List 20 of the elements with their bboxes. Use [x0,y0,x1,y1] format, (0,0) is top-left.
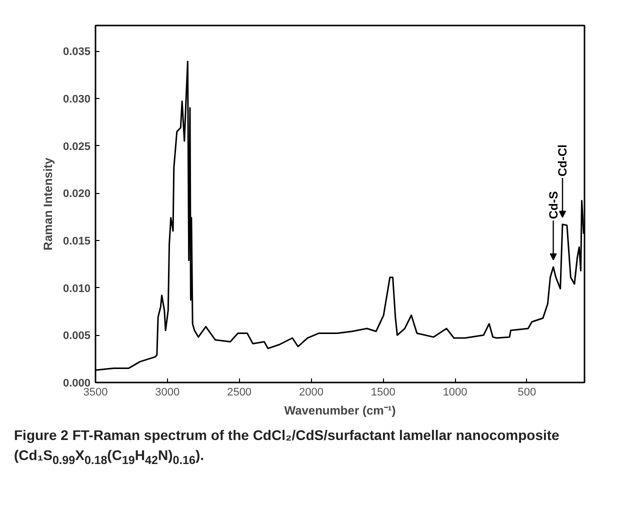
x-axis-title: Wavenumber (cm⁻¹) [284,404,396,418]
x-tick-label: 3500 [83,386,108,398]
annotation: Cd-S [546,191,560,220]
text: Figure 2 FT-Raman spectrum of the CdCl₂/CdS/surfactant lamellar nanocomposite (Cd₁S$_{0.99}$X$_{0.18}$(C$_{19}$H$_{42}$N)$_{0.16}$). [14,427,560,468]
y-tick-label: 0.020 [62,188,91,200]
y-tick-label: 0.035 [62,46,91,58]
x-tick-label: 1500 [370,386,396,398]
x-tick-label: 3000 [155,386,180,398]
y-tick-label: 0.030 [62,93,91,106]
x-tick-label: 500 [518,386,536,398]
y-tick-label: 0.015 [62,235,91,248]
y-tick-label: 0.010 [62,282,91,295]
annotation: Cd-Cl [555,144,570,177]
y-tick-label: 0.025 [62,140,91,153]
x-tick-label: 1000 [442,386,468,398]
x-tick-label: 2000 [299,386,324,398]
y-axis-title: Raman Intensity [40,157,55,250]
x-tick-label: 2500 [227,386,252,398]
y-tick-label: 0.000 [62,378,91,390]
y-tick-label: 0.005 [62,330,91,342]
